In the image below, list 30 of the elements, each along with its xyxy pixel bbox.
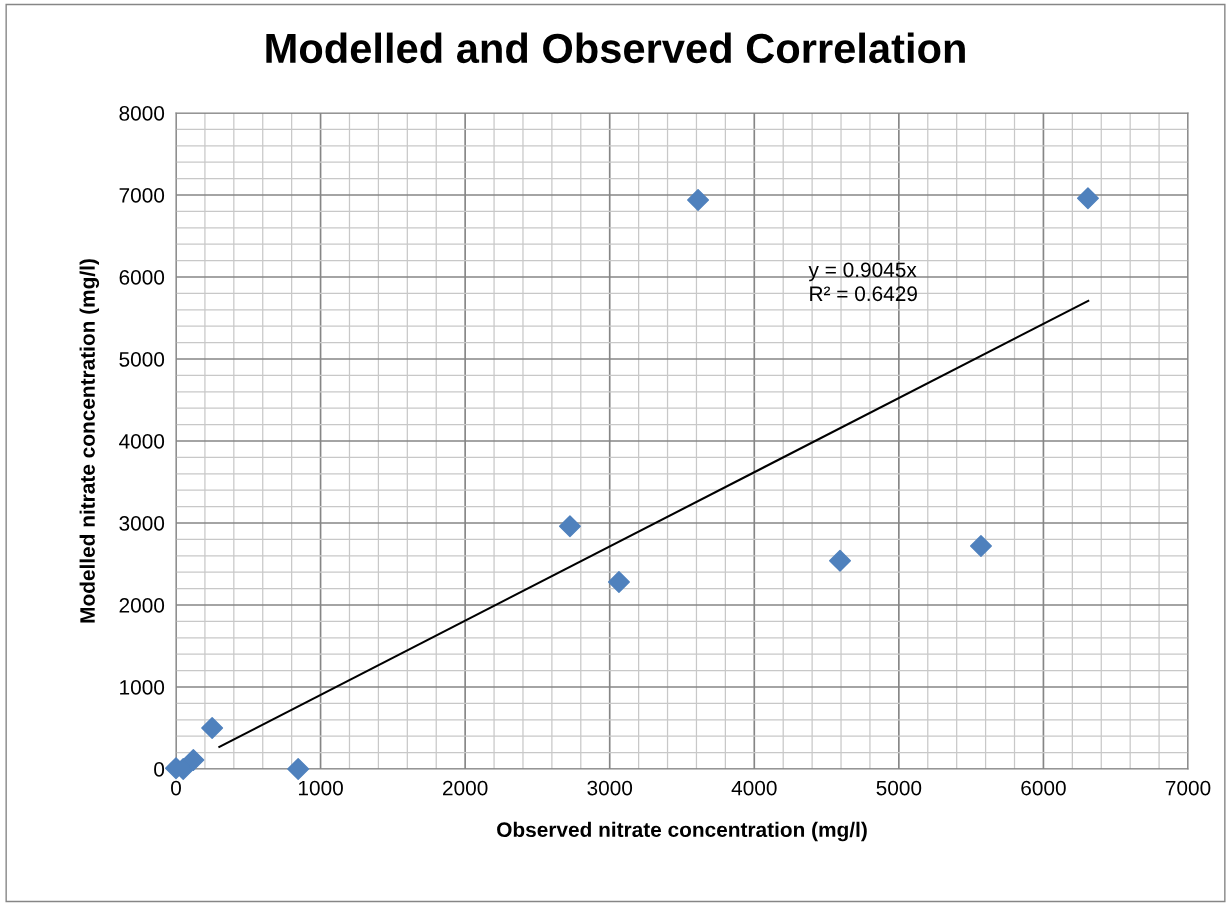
chart-title: Modelled and Observed Correlation [266,32,965,64]
y-tick-label: 3000 [119,516,165,531]
x-tick-label: 7000 [1165,780,1211,796]
point [182,748,205,771]
x-tick-label: 1000 [298,780,343,796]
point [1076,187,1099,210]
y-tick-label: 1000 [120,680,165,695]
point [687,188,710,211]
point [607,571,630,594]
y-tick-label: 4000 [119,434,165,449]
y-tick-label: 2000 [119,598,165,613]
x-tick-label: 4000 [731,780,777,796]
point [829,549,852,572]
x-tick-label: 5000 [876,780,922,796]
y-tick-label: 0 [154,762,165,777]
y-tick-label: 5000 [119,352,165,367]
x-tick-label: 3000 [587,780,633,796]
x-tick-label: 6000 [1021,780,1066,796]
point [287,758,310,780]
x-tick-label: 2000 [443,780,488,796]
x-tick-label: 0 [171,780,181,796]
annotation: y = 0.9045x R² = 0.6429 [808,262,917,302]
x-axis-title: Observed nitrate concentration (mg/l) [497,821,867,842]
y-tick-label: 8000 [119,106,165,121]
y-axis-title: Modelled nitrate concentration (mg/l) [79,259,100,623]
point [558,515,581,538]
point [201,717,224,739]
y-tick-label: 6000 [119,270,165,285]
point [969,534,992,557]
y-tick-label: 7000 [119,188,165,203]
